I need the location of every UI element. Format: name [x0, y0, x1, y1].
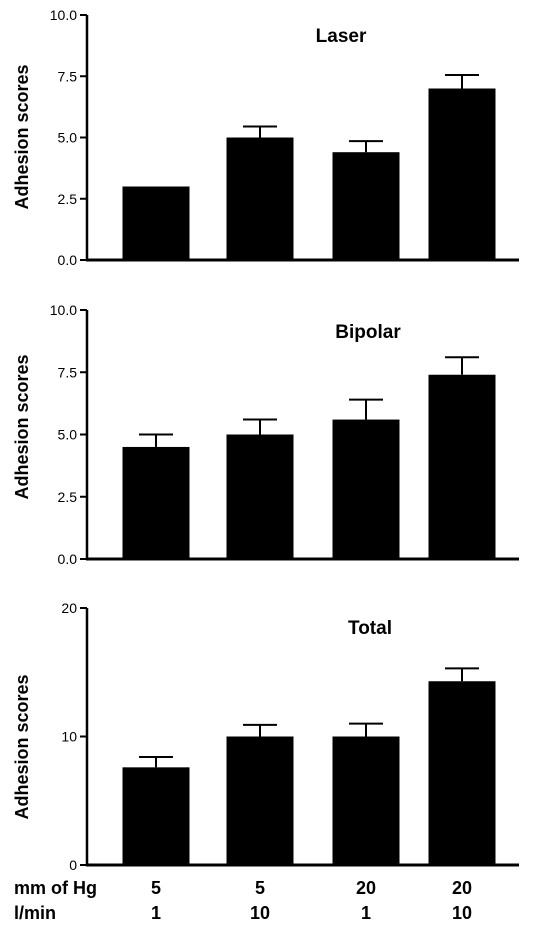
panel-1-bar-4	[428, 88, 496, 260]
panel-2-bar-1	[122, 446, 190, 559]
x-row2-value-4: 10	[451, 903, 473, 923]
panel-3-bar-4	[428, 681, 496, 865]
panel-2-bar-3	[332, 419, 400, 559]
x-row2-value-2: 10	[249, 903, 271, 923]
panel-2-y-tick-label-0-0: 0.0	[58, 551, 78, 567]
panel-3-y-tick-label-20: 20	[61, 600, 77, 616]
x-row2-value-1: 1	[150, 903, 162, 923]
panel-1-bar-2	[226, 137, 294, 260]
panel-1-y-axis-label: Adhesion scores	[12, 64, 32, 209]
panel-1-bar-1	[122, 186, 190, 260]
x-row1-value-3: 20	[355, 878, 377, 898]
panel-1-y-tick-label-5-0: 5.0	[58, 130, 78, 146]
panel-1-bar-3	[332, 152, 400, 260]
panel-2-y-axis-label: Adhesion scores	[12, 354, 32, 499]
panel-1-y-tick-label-0-0: 0.0	[58, 252, 78, 268]
x-row1-value-1: 5	[150, 878, 162, 898]
panel-1-y-tick-label-10-0: 10.0	[50, 7, 77, 23]
panel-2-y-tick-label-5-0: 5.0	[58, 427, 78, 443]
panel-2-bar-4	[428, 374, 496, 559]
panel-1-title: Laser	[316, 26, 367, 47]
x-row2-value-3: 1	[360, 903, 372, 923]
x-row1-value-2: 5	[254, 878, 266, 898]
panel-2-title: Bipolar	[335, 322, 401, 343]
panel-3-bar-2	[226, 736, 294, 865]
panel-2-y-tick-label-2-5: 2.5	[58, 489, 78, 505]
panel-3-y-tick-label-0: 0	[69, 857, 77, 873]
panel-3-y-tick-label-10: 10	[61, 729, 77, 745]
panel-1-y-tick-label-7-5: 7.5	[58, 68, 78, 84]
panel-1-y-tick-label-2-5: 2.5	[58, 191, 78, 207]
panel-2-y-tick-label-10-0: 10.0	[50, 302, 77, 318]
panel-3-bar-1	[122, 767, 190, 865]
panel-3-bar-3	[332, 736, 400, 865]
x-row1-value-4: 20	[451, 878, 473, 898]
x-row1-label: mm of Hg	[14, 878, 97, 898]
x-row2-label: l/min	[14, 903, 57, 923]
panel-3-title: Total	[348, 618, 392, 639]
panel-2-y-tick-label-7-5: 7.5	[58, 364, 78, 380]
panel-3-y-axis-label: Adhesion scores	[12, 674, 32, 819]
panel-2-bar-2	[226, 434, 294, 559]
